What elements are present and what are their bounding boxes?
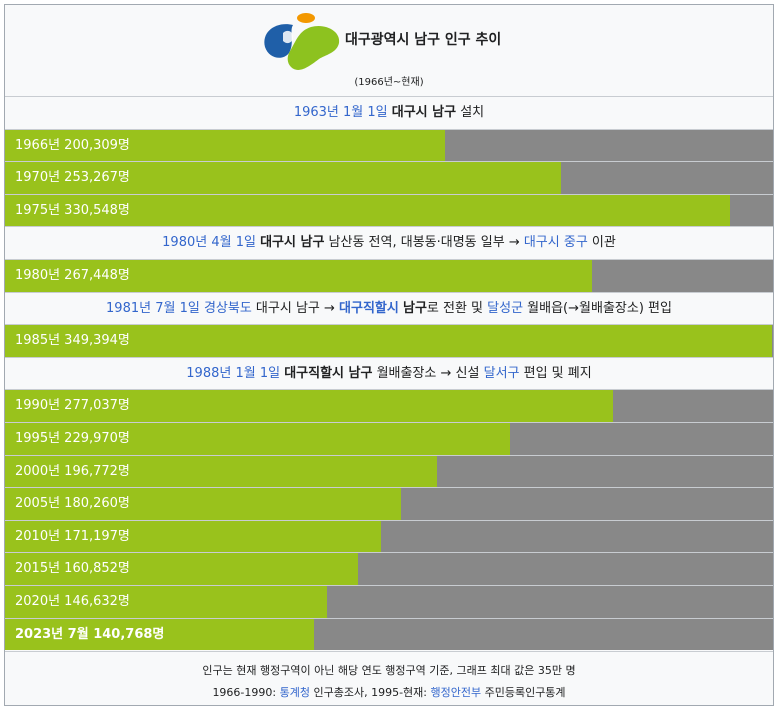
event-text: 로 전환 및 xyxy=(426,300,488,316)
source-link-mois[interactable]: 행정안전부 xyxy=(430,686,482,699)
bar-label: 1980년 267,448명 xyxy=(15,267,130,283)
bar-row: 2023년 7월 140,768명 xyxy=(5,617,773,651)
bar-label: 2015년 160,852명 xyxy=(15,561,130,577)
infobox-footer: 인구는 현재 행정구역이 아닌 해당 연도 행정구역 기준, 그래프 최대 값은… xyxy=(5,651,773,705)
bar-label: 1966년 200,309명 xyxy=(15,137,130,153)
bar xyxy=(5,618,314,651)
event-link[interactable]: 1963년 1월 1일 xyxy=(293,105,388,120)
bar xyxy=(5,585,327,618)
bar xyxy=(5,390,613,422)
bar-row: 1990년 277,037명 xyxy=(5,389,773,422)
event-text: 편입 및 폐지 xyxy=(519,365,592,381)
chart-title: 대구광역시 남구 인구 추이 xyxy=(345,32,502,48)
source-suffix: 주민등록인구통계 xyxy=(481,686,566,699)
bar xyxy=(5,520,381,553)
bar xyxy=(5,194,731,227)
bar-row: 1970년 253,267명 xyxy=(5,161,773,194)
source-link-kostat[interactable]: 통계청 xyxy=(279,686,310,699)
source-mid: 인구총조사, 1995-현재: xyxy=(309,686,431,699)
bar xyxy=(5,129,445,162)
bar-row: 1995년 229,970명 xyxy=(5,421,773,455)
bar-row: 2005년 180,260명 xyxy=(5,487,773,520)
bar-label: 2000년 196,772명 xyxy=(15,463,130,479)
bar-label: 1985년 349,394명 xyxy=(15,333,130,349)
bar-label: 1975년 330,548명 xyxy=(15,202,130,218)
bar-label: 1970년 253,267명 xyxy=(15,170,130,186)
event-text: 대구시 남구 → xyxy=(251,300,340,316)
event-link[interactable]: 1981년 7월 1일 xyxy=(106,300,200,316)
bar-label: 1995년 229,970명 xyxy=(15,430,130,446)
event-row: 1963년 1월 1일 대구시 남구 설치 xyxy=(5,96,773,129)
bar xyxy=(5,259,592,292)
population-infobox: 대구광역시 남구 인구 추이 (1966년~현재) 1963년 1월 1일 대구… xyxy=(4,4,774,706)
event-row: 1981년 7월 1일 경상북도 대구시 남구 → 대구직할시 남구로 전환 및… xyxy=(5,291,773,325)
infobox-header: 대구광역시 남구 인구 추이 (1966년~현재) xyxy=(5,5,773,96)
event-link[interactable]: 대구시 중구 xyxy=(523,235,588,251)
event-row: 1980년 4월 1일 대구시 남구 남산동 전역, 대봉동·대명동 일부 → … xyxy=(5,226,773,259)
event-text: 대구시 남구 xyxy=(391,105,457,120)
chart-rows: 1963년 1월 1일 대구시 남구 설치 1966년 200,309명 1970년… xyxy=(5,96,773,651)
bar-row: 2015년 160,852명 xyxy=(5,552,773,585)
bar xyxy=(5,488,401,520)
bar-row: 1966년 200,309명 xyxy=(5,128,773,162)
bar-label: 1990년 277,037명 xyxy=(15,398,130,414)
event-link[interactable]: 경상북도 xyxy=(203,300,252,316)
bar-label: 2010년 171,197명 xyxy=(15,528,130,544)
bar xyxy=(5,162,561,194)
event-text: 설치 xyxy=(456,105,485,120)
event-text: 남구 xyxy=(402,300,427,316)
bar-label: 2005년 180,260명 xyxy=(15,496,130,512)
event-text: 월배출장소 → 신설 xyxy=(372,365,484,381)
event-row: 1988년 1월 1일 대구직할시 남구 월배출장소 → 신설 달서구 편입 및… xyxy=(5,356,773,390)
event-link[interactable]: 대구직할시 xyxy=(339,300,399,316)
bar-row: 2020년 146,632명 xyxy=(5,584,773,618)
event-text: 대구시 남구 xyxy=(260,235,325,251)
footer-source: 1966-1990: 통계청 인구총조사, 1995-현재: 행정안전부 주민등… xyxy=(5,684,773,700)
daegu-symbol-icon xyxy=(264,13,340,70)
bar xyxy=(5,325,772,357)
bar-row: 1980년 267,448명 xyxy=(5,258,773,292)
event-text: 이관 xyxy=(587,235,616,251)
bar-row: 1985년 349,394명 xyxy=(5,324,773,357)
event-text: 남산동 전역, 대봉동·대명동 일부 → xyxy=(324,235,524,251)
chart-subtitle: (1966년~현재) xyxy=(354,77,424,88)
bar-label: 2023년 7월 140,768명 xyxy=(15,626,165,642)
event-text: 월배읍(→월배출장소) 편입 xyxy=(523,300,672,316)
event-link[interactable]: 1980년 4월 1일 xyxy=(162,235,256,251)
source-prefix: 1966-1990: xyxy=(212,686,280,699)
footer-note: 인구는 현재 행정구역이 아닌 해당 연도 행정구역 기준, 그래프 최대 값은… xyxy=(202,664,576,677)
event-link[interactable]: 달서구 xyxy=(483,365,520,381)
bar-row: 2000년 196,772명 xyxy=(5,454,773,488)
event-link[interactable]: 1988년 1월 1일 xyxy=(186,365,281,381)
bar xyxy=(5,455,437,488)
event-text: 대구직할시 남구 xyxy=(284,365,373,381)
bar xyxy=(5,422,510,455)
bar-row: 1975년 330,548명 xyxy=(5,193,773,227)
bar-label: 2020년 146,632명 xyxy=(15,593,130,609)
bar xyxy=(5,553,358,585)
bar-row: 2010년 171,197명 xyxy=(5,519,773,553)
event-link[interactable]: 달성군 xyxy=(487,300,524,316)
